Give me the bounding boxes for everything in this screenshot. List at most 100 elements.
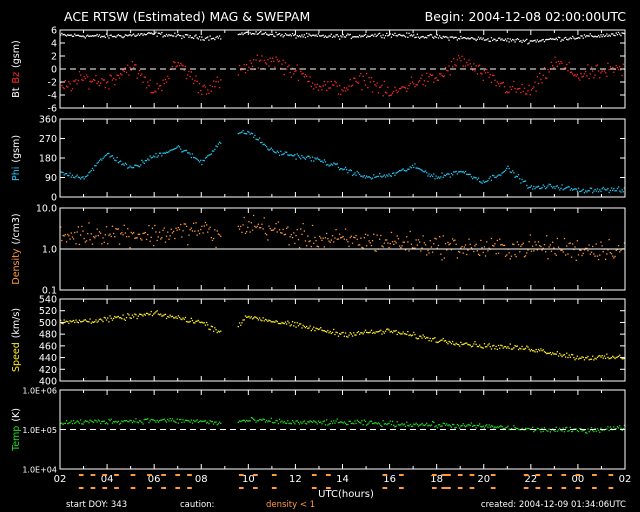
data-point xyxy=(382,420,384,422)
data-point xyxy=(488,76,490,79)
data-point xyxy=(354,334,356,336)
data-point xyxy=(218,234,221,236)
data-point xyxy=(588,359,590,361)
data-point xyxy=(509,343,511,345)
data-point xyxy=(415,422,417,424)
data-point xyxy=(284,33,287,35)
data-point xyxy=(541,39,543,41)
data-point xyxy=(218,141,221,143)
data-point xyxy=(548,38,550,40)
data-point xyxy=(177,227,179,229)
data-point xyxy=(275,223,277,225)
data-point xyxy=(216,76,218,78)
data-point xyxy=(588,244,590,246)
data-point xyxy=(366,36,368,38)
data-point xyxy=(480,239,482,242)
data-point xyxy=(590,251,593,253)
data-point xyxy=(390,36,393,38)
data-point xyxy=(596,188,599,190)
data-point xyxy=(452,174,454,176)
data-point xyxy=(80,35,82,37)
data-point xyxy=(401,86,403,88)
data-point xyxy=(567,356,569,359)
data-point xyxy=(535,348,537,351)
data-point xyxy=(151,315,154,317)
data-point xyxy=(271,149,274,151)
data-point xyxy=(68,81,70,83)
data-point xyxy=(64,80,66,82)
data-point xyxy=(533,86,535,88)
data-point xyxy=(474,424,476,427)
data-point xyxy=(308,33,310,35)
data-point xyxy=(560,354,562,356)
data-point xyxy=(63,87,65,90)
data-point xyxy=(488,424,490,426)
density-caution-mark xyxy=(457,487,463,489)
data-point xyxy=(590,358,593,360)
data-point xyxy=(336,418,338,420)
data-point xyxy=(137,315,139,317)
data-point xyxy=(191,319,194,322)
data-point xyxy=(387,328,389,330)
data-point xyxy=(583,192,586,194)
data-point xyxy=(289,422,291,424)
data-point xyxy=(210,420,212,423)
data-point xyxy=(459,171,461,173)
data-point xyxy=(200,420,202,422)
data-point xyxy=(128,235,130,238)
data-point xyxy=(70,232,72,234)
data-point xyxy=(207,421,209,423)
data-point xyxy=(394,174,396,176)
data-point xyxy=(356,332,358,334)
data-point xyxy=(113,77,115,80)
data-point xyxy=(355,422,357,425)
data-point xyxy=(135,64,137,66)
data-point xyxy=(574,246,576,248)
x-tick-label: 18 xyxy=(430,474,443,485)
density-caution-mark xyxy=(490,474,496,476)
data-point xyxy=(382,246,384,248)
data-point xyxy=(616,356,619,358)
data-point xyxy=(402,424,404,426)
data-point xyxy=(333,162,335,164)
data-point xyxy=(559,189,561,191)
data-point xyxy=(495,253,497,255)
data-point xyxy=(613,257,615,259)
data-point xyxy=(260,319,262,321)
data-point xyxy=(463,246,465,248)
data-point xyxy=(171,418,174,420)
data-point xyxy=(493,344,495,347)
data-point xyxy=(561,39,563,41)
data-point xyxy=(175,66,177,68)
data-point xyxy=(102,36,104,38)
data-point xyxy=(453,424,455,426)
data-point xyxy=(616,34,619,36)
data-point xyxy=(65,420,68,422)
data-point xyxy=(433,421,435,423)
data-point xyxy=(493,175,495,177)
data-point xyxy=(566,352,568,354)
data-point xyxy=(360,175,362,177)
data-point xyxy=(183,421,185,423)
data-point xyxy=(595,358,597,360)
data-point xyxy=(606,33,608,35)
data-point xyxy=(487,71,489,74)
data-point xyxy=(295,37,297,39)
data-point xyxy=(447,172,449,175)
data-point xyxy=(251,133,254,135)
data-point xyxy=(103,241,105,243)
x-tick-label: 14 xyxy=(336,474,349,485)
data-point xyxy=(247,316,249,318)
data-point xyxy=(256,225,258,227)
data-point xyxy=(530,349,533,351)
data-point xyxy=(460,60,462,62)
data-point xyxy=(286,323,288,325)
data-point xyxy=(470,37,473,39)
data-point xyxy=(68,235,70,237)
data-point xyxy=(506,167,508,170)
data-point xyxy=(437,37,440,39)
data-point xyxy=(151,419,154,421)
data-point xyxy=(324,35,327,37)
data-point xyxy=(422,83,424,86)
